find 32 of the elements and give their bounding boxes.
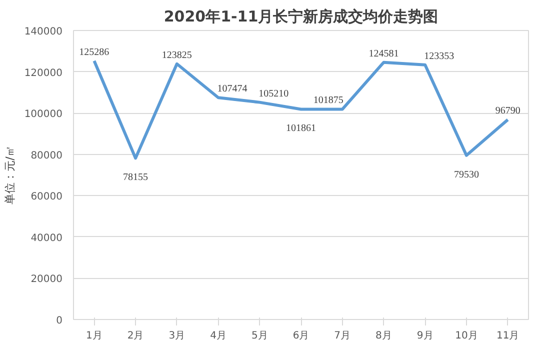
x-tick-label: 1月 — [86, 330, 102, 342]
x-tick-label: 11月 — [496, 330, 520, 342]
data-label: 124581 — [368, 48, 399, 60]
data-label: 123825 — [162, 50, 192, 61]
y-tick-label: 20000 — [30, 274, 62, 286]
data-label: 79530 — [454, 169, 479, 180]
data-label: 101875 — [313, 95, 344, 106]
x-tick-label: 8月 — [376, 330, 392, 342]
x-tick-label: 6月 — [292, 330, 310, 342]
x-tick-label: 2月 — [127, 330, 144, 342]
x-tick-label: 7月 — [334, 330, 351, 342]
data-label: 78155 — [123, 172, 148, 184]
data-label: 123353 — [424, 50, 454, 62]
y-tick-label: 0 — [56, 316, 63, 326]
x-tick-label: 3月 — [168, 330, 186, 342]
y-tick-label: 80000 — [30, 150, 62, 162]
data-label: 105210 — [258, 88, 289, 100]
y-tick-label: 40000 — [30, 232, 62, 244]
data-label: 107474 — [217, 84, 248, 95]
y-tick-label: 120000 — [24, 68, 63, 79]
y-axis-title: 单位：元/㎡ — [3, 146, 16, 204]
y-tick-label: 60000 — [30, 192, 62, 203]
y-tick-label: 140000 — [24, 26, 63, 38]
x-tick-label: 9月 — [416, 330, 434, 342]
y-tick-label: 100000 — [24, 109, 63, 120]
data-label: 125286 — [79, 46, 110, 58]
chart-title: 2020年1-11月长宁新房成交均价走势图 — [164, 8, 438, 26]
x-tick-label: 10月 — [455, 330, 478, 342]
data-label: 96790 — [495, 106, 520, 117]
x-tick-label: 5月 — [251, 330, 268, 342]
x-tick-label: 4月 — [210, 330, 226, 342]
data-label: 101861 — [286, 123, 316, 134]
